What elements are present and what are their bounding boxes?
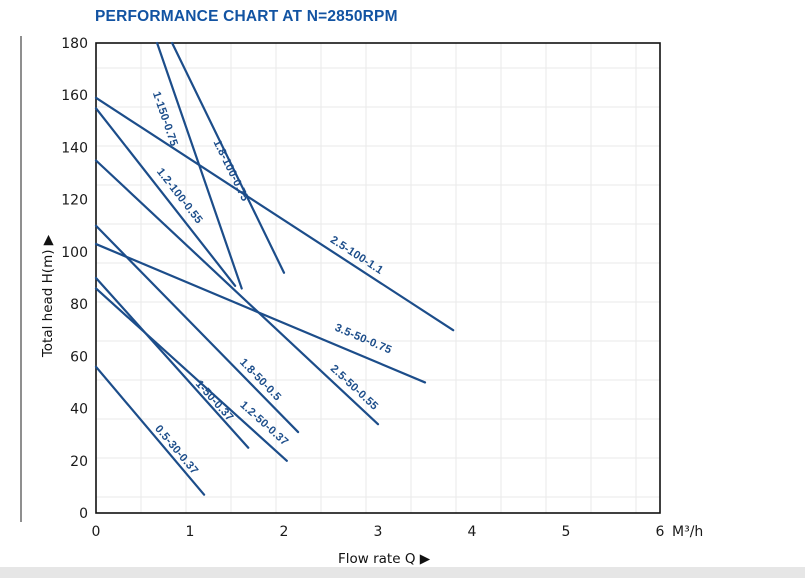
- curve-2.5-100-1.1: [94, 96, 455, 332]
- curve-1.2-50-0.37: [94, 287, 288, 462]
- x-tick-label-3: 3: [374, 524, 383, 540]
- curve-2.5-50-0.55: [94, 159, 380, 426]
- x-tick-label-2: 2: [280, 524, 289, 540]
- y-tick-label-160: 160: [61, 88, 88, 104]
- x-tick-label-0: 0: [92, 524, 101, 540]
- curve-label-1.2-100-0.55: 1.2-100-0.55: [154, 166, 205, 226]
- y-tick-label-180: 180: [61, 36, 88, 52]
- y-tick-label-140: 140: [61, 140, 88, 156]
- chart-title: PERFORMANCE CHART AT N=2850RPM: [95, 8, 398, 25]
- y-tick-label-80: 80: [70, 297, 88, 313]
- curve-label-1-50-0.37: 1-50-0.37: [193, 378, 236, 424]
- y-axis-label: Total head H(m) ▶: [40, 234, 56, 358]
- y-tick-label-100: 100: [61, 245, 88, 261]
- y-tick-label-60: 60: [70, 349, 88, 365]
- x-tick-label-6: 6: [656, 524, 665, 540]
- curve-label-2.5-50-0.55: 2.5-50-0.55: [328, 363, 380, 413]
- x-axis-label: Flow rate Q ▶: [338, 551, 431, 567]
- curve-0.5-30-0.37: [94, 365, 206, 496]
- y-tick-label-40: 40: [70, 402, 88, 418]
- curve-3.5-50-0.75: [94, 242, 427, 384]
- y-tick-label-120: 120: [61, 193, 88, 209]
- curve-1.8-50-0.5: [94, 224, 300, 434]
- page-bottom-strip: [0, 567, 805, 578]
- curve-1-50-0.37: [94, 276, 250, 449]
- y-tick-label-0: 0: [79, 506, 88, 522]
- left-page-rule: [20, 36, 22, 522]
- curve-label-3.5-50-0.75: 3.5-50-0.75: [333, 322, 393, 357]
- curve-1.8-100-0.75: [171, 41, 286, 274]
- x-tick-label-1: 1: [186, 524, 195, 540]
- x-tick-label-4: 4: [468, 524, 477, 540]
- x-tick-label-5: 5: [562, 524, 571, 540]
- x-axis-unit: M³/h: [672, 524, 703, 540]
- curve-1.2-100-0.55: [94, 107, 237, 287]
- y-tick-label-20: 20: [70, 454, 88, 470]
- curve-label-0.5-30-0.37: 0.5-30-0.37: [152, 423, 200, 477]
